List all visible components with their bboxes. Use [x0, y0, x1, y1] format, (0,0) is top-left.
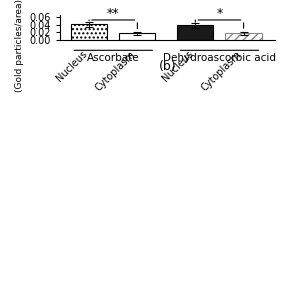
Text: *: *	[216, 7, 223, 20]
Text: Ascorbate: Ascorbate	[87, 53, 139, 63]
Y-axis label: (Gold particles/area) × 1000: (Gold particles/area) × 1000	[15, 0, 24, 92]
Text: **: **	[107, 7, 119, 20]
Bar	[71, 24, 107, 40]
Bar	[177, 25, 213, 40]
Bar	[119, 33, 155, 40]
Text: Dehydroascorbic acid: Dehydroascorbic acid	[163, 53, 276, 63]
Text: (b): (b)	[159, 60, 176, 73]
Bar	[226, 33, 262, 40]
